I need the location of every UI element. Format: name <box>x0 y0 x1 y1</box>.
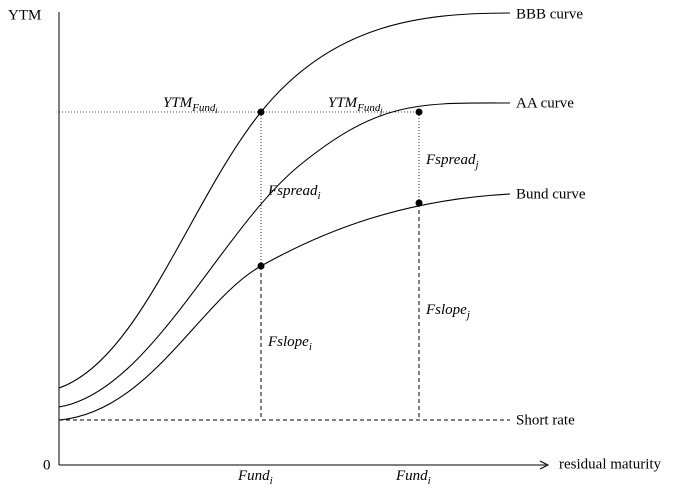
annotation-subsub: i <box>215 106 217 115</box>
annotation-base: Fspread <box>267 183 318 199</box>
annotation-subsub: j <box>379 106 383 115</box>
annotation: Fundi <box>395 468 431 486</box>
point <box>415 108 423 116</box>
point <box>257 262 265 270</box>
origin-label: 0 <box>43 457 51 473</box>
annotation-sub: j <box>473 159 478 171</box>
annotation-base: Fslope <box>425 302 467 318</box>
annotation-sub: Fund <box>356 102 381 114</box>
x-axis-label: residual maturity <box>559 456 662 472</box>
annotation: Fslopej <box>425 302 470 320</box>
guide-lines <box>59 111 420 266</box>
point <box>415 199 423 207</box>
annotation-base: Fspread <box>425 152 476 168</box>
annotation-sub: i <box>270 475 273 487</box>
bbb-curve <box>58 12 511 389</box>
annotation: Fspreadj <box>425 152 479 170</box>
annotation: Fspreadi <box>267 183 321 201</box>
annotation-sub: i <box>428 475 431 487</box>
y-axis-label: YTM <box>8 7 41 23</box>
curve-label: BBB curve <box>516 6 583 22</box>
annotation-sub: Fund <box>191 102 216 114</box>
annotation: YTMFundi <box>163 95 218 114</box>
point <box>257 108 265 116</box>
annotation-sub: i <box>317 190 320 202</box>
curve-label: Bund curve <box>516 186 586 202</box>
annotation-base: YTM <box>163 95 194 111</box>
annotation-base: Fund <box>237 468 270 484</box>
x-arrow <box>539 460 550 470</box>
dashed-lines <box>59 203 510 421</box>
annotations: YTMFundi YTMFundjFspreadiFspreadjFslopeiF… <box>163 95 479 486</box>
annotation: Fslopei <box>267 334 312 352</box>
annotation: YTMFundj <box>328 95 383 114</box>
aa-curve <box>58 102 511 408</box>
annotation-base: Fslope <box>267 334 309 350</box>
annotation: Fundi <box>237 468 273 486</box>
curve-label: Short rate <box>516 412 575 428</box>
annotation-base: YTM <box>328 95 359 111</box>
annotation-sub: i <box>309 341 312 353</box>
curve-label: AA curve <box>516 95 574 111</box>
annotation-sub: j <box>465 309 470 321</box>
annotation-base: Fund <box>395 468 428 484</box>
